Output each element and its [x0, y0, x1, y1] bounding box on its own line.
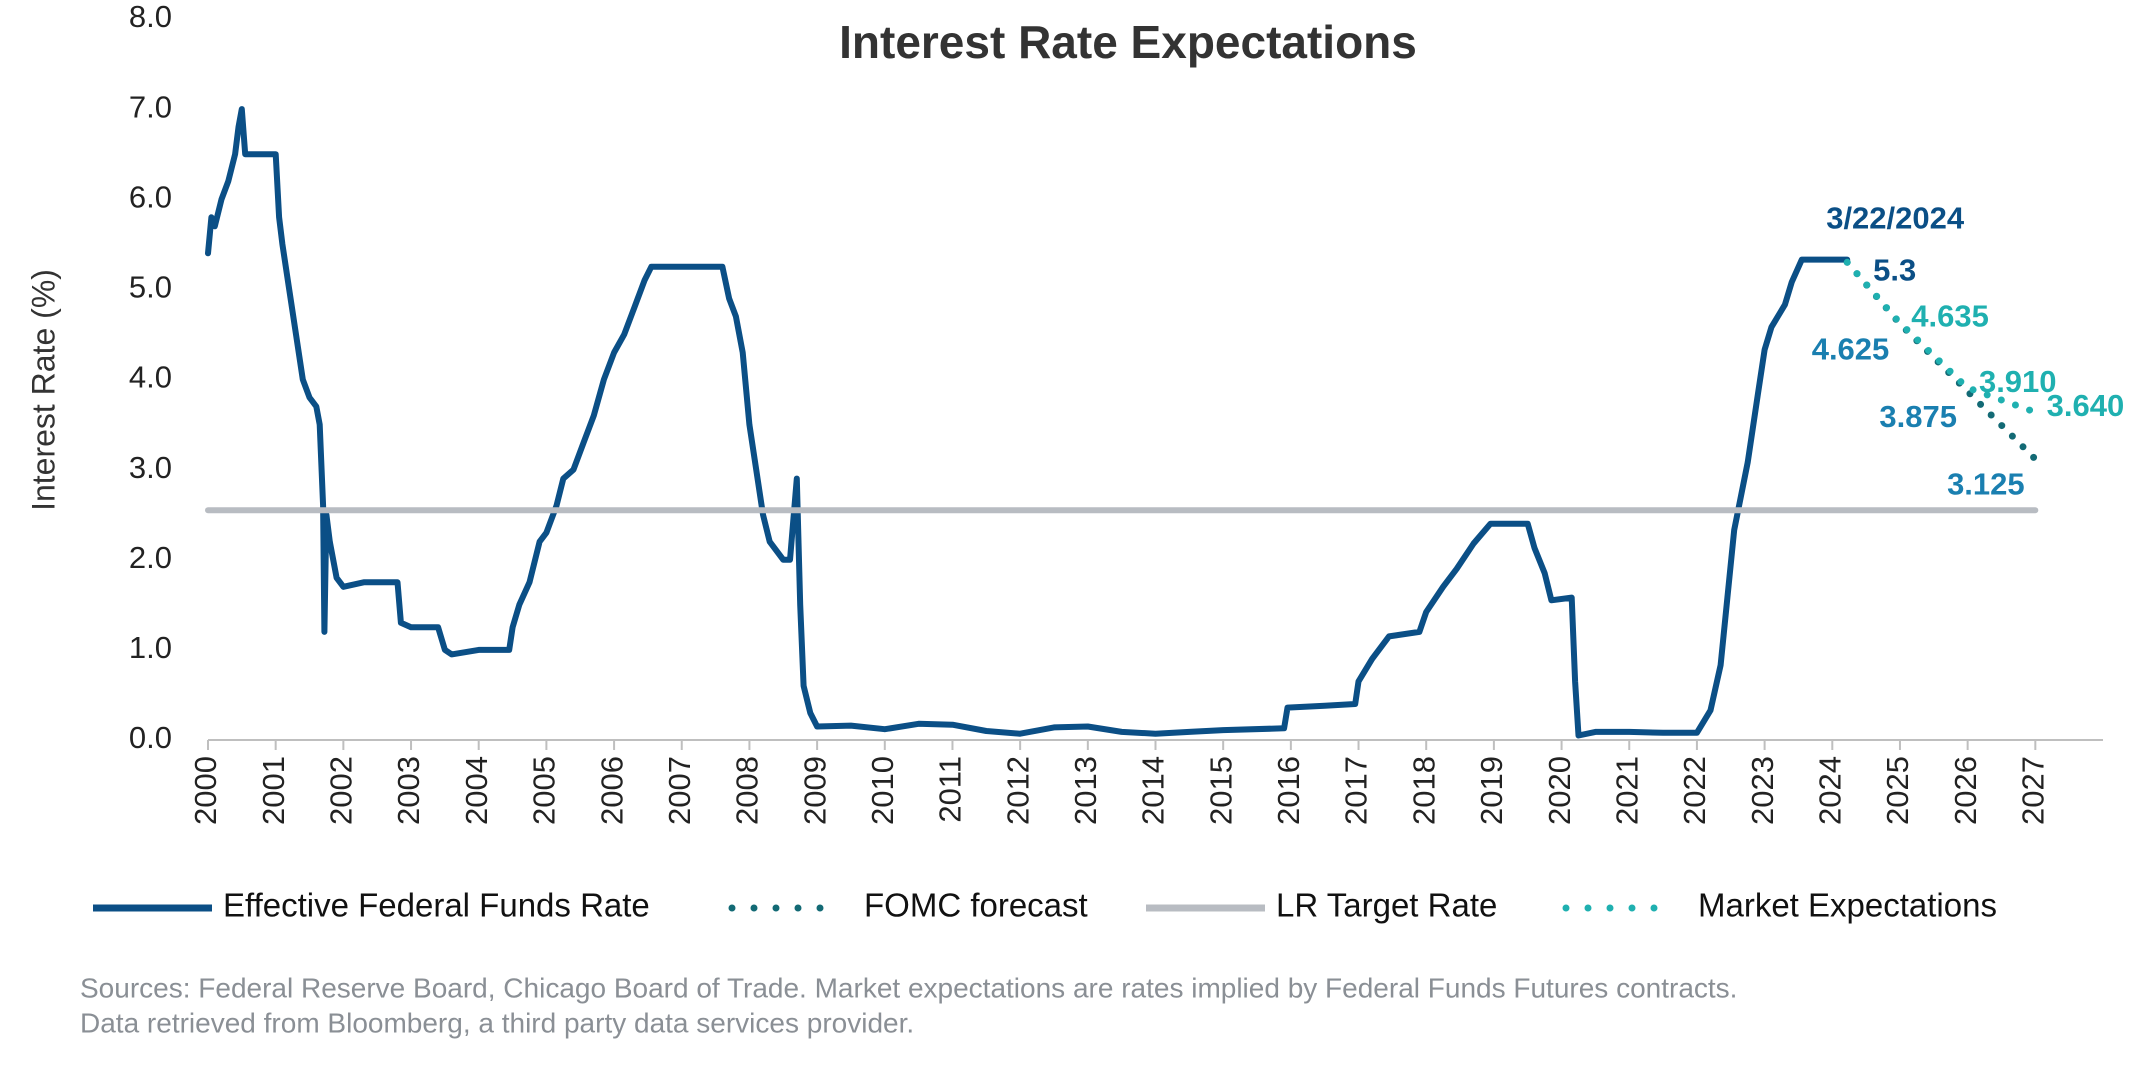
x-tick-label: 2024 — [1812, 756, 1847, 825]
x-tick-label: 2015 — [1203, 756, 1238, 825]
x-tick-label: 2011 — [933, 756, 968, 823]
x-tick-label: 2003 — [391, 756, 426, 825]
x-tick-label: 2026 — [1948, 756, 1983, 825]
chart-title: Interest Rate Expectations — [839, 16, 1417, 68]
x-tick-label: 2002 — [324, 756, 359, 825]
x-tick-label: 2004 — [459, 756, 494, 825]
x-tick-label: 2022 — [1677, 756, 1712, 825]
y-axis-label: Interest Rate (%) — [25, 269, 61, 511]
y-tick-label: 8.0 — [129, 0, 172, 34]
x-tick-label: 2006 — [594, 756, 629, 825]
y-tick-label: 4.0 — [129, 360, 172, 395]
y-tick-label: 2.0 — [129, 540, 172, 575]
x-tick-label: 2008 — [730, 756, 765, 825]
x-tick-label: 2021 — [1609, 756, 1644, 825]
series-line — [1843, 258, 2039, 416]
data-label: 4.625 — [1812, 331, 1890, 366]
y-tick-label: 7.0 — [129, 89, 172, 124]
y-tick-label: 0.0 — [129, 720, 172, 755]
x-tick-label: 2023 — [1745, 756, 1780, 825]
x-tick-label: 2027 — [2016, 756, 2051, 825]
y-tick-label: 3.0 — [129, 450, 172, 485]
x-tick-label: 2005 — [527, 756, 562, 825]
x-tick-label: 2017 — [1339, 756, 1374, 825]
data-label: 3.125 — [1947, 467, 2025, 502]
x-tick-label: 2007 — [662, 756, 697, 825]
y-tick-label: 6.0 — [129, 179, 172, 214]
data-label: 3.875 — [1879, 399, 1957, 434]
annotation: 3/22/2024 — [1826, 201, 1965, 236]
x-tick-label: 2020 — [1542, 756, 1577, 825]
x-tick-label: 2000 — [188, 756, 223, 825]
x-tick-label: 2025 — [1880, 756, 1915, 825]
footnote: Data retrieved from Bloomberg, a third p… — [80, 1007, 914, 1038]
legend-label: Effective Federal Funds Rate — [223, 887, 650, 924]
x-tick-label: 2018 — [1406, 756, 1441, 825]
legend-label: Market Expectations — [1698, 887, 1997, 924]
data-label: 4.635 — [1911, 298, 1989, 333]
series-line — [205, 106, 1851, 739]
data-label: 5.3 — [1873, 253, 1916, 288]
data-label: 3.910 — [1979, 364, 2057, 399]
x-tick-label: 2016 — [1271, 756, 1306, 825]
x-tick-label: 2014 — [1136, 756, 1171, 825]
data-label: 3.640 — [2047, 388, 2125, 423]
x-tick-label: 2010 — [865, 756, 900, 825]
legend-label: LR Target Rate — [1276, 887, 1497, 924]
y-tick-label: 1.0 — [129, 630, 172, 665]
x-tick-label: 2012 — [1000, 756, 1035, 825]
x-tick-label: 2001 — [256, 756, 291, 825]
x-tick-label: 2009 — [797, 756, 832, 825]
series-line — [1843, 258, 2039, 462]
y-tick-label: 5.0 — [129, 270, 172, 305]
x-tick-label: 2019 — [1474, 756, 1509, 825]
x-tick-label: 2013 — [1068, 756, 1103, 825]
legend-label: FOMC forecast — [864, 887, 1088, 924]
footnote: Sources: Federal Reserve Board, Chicago … — [80, 972, 1737, 1003]
